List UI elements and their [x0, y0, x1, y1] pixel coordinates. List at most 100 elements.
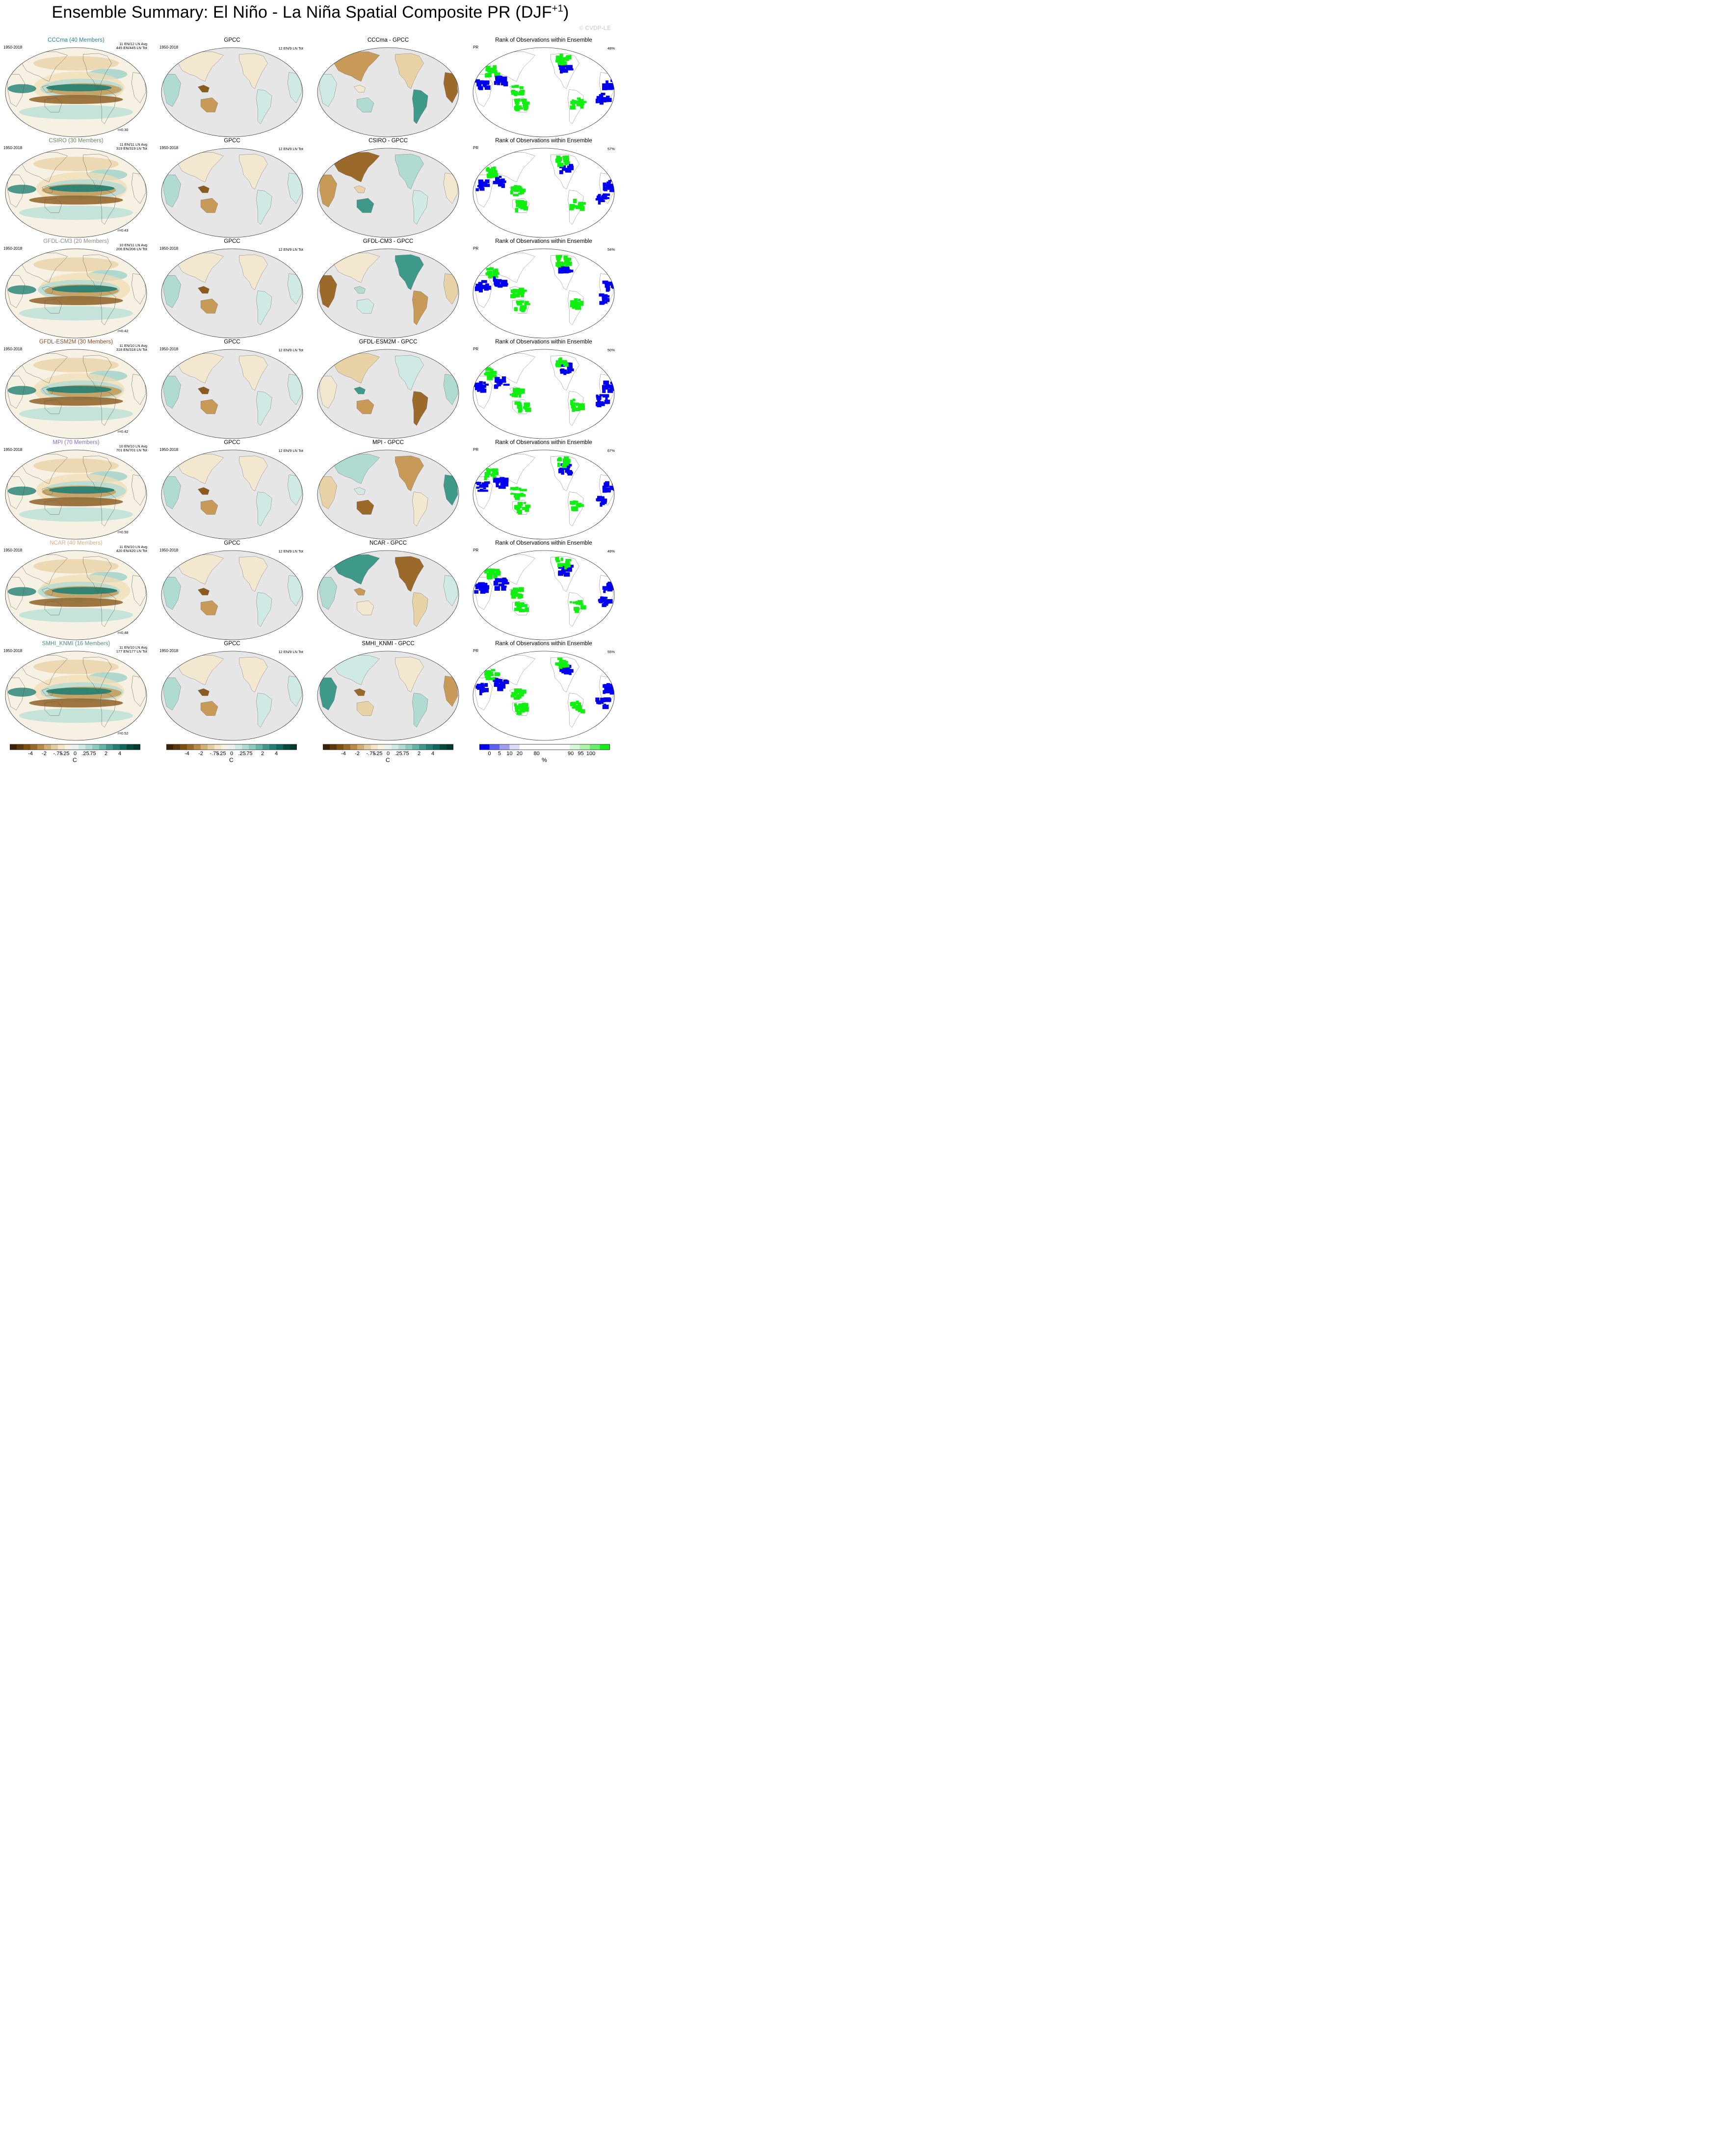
rank-cell	[484, 676, 491, 678]
rank-cell	[605, 80, 608, 85]
rank-cell	[605, 281, 612, 286]
anomaly-patch	[33, 458, 119, 473]
land-asia	[178, 554, 224, 585]
rank-cell	[479, 387, 485, 392]
rank-cell	[484, 472, 489, 477]
pattern-correlation: r=0.52	[118, 731, 129, 736]
rank-cell	[560, 361, 563, 364]
rank-cell	[474, 79, 480, 83]
rank-cell	[598, 199, 601, 205]
rank-cell	[519, 690, 524, 693]
rank-cell	[502, 480, 508, 484]
anomaly-patch	[19, 507, 133, 522]
map-outline	[5, 550, 147, 640]
rank-cell	[503, 384, 510, 386]
rank-cell	[514, 185, 518, 190]
rank-cell	[519, 91, 525, 96]
colorbar-swatch	[51, 744, 58, 750]
colorbar-swatch	[187, 744, 194, 750]
rank-cell	[613, 282, 614, 286]
rank-cell	[562, 360, 567, 364]
rank-cell	[517, 300, 523, 306]
rank-cell	[487, 70, 491, 73]
rank-cell	[605, 298, 610, 302]
rank-cell	[518, 703, 523, 706]
rank-cell	[493, 680, 497, 682]
rank-cell	[496, 381, 500, 384]
land-asia	[334, 554, 380, 585]
rank-cell	[605, 98, 612, 102]
rank-cell	[495, 272, 500, 275]
rank-cell	[493, 479, 499, 483]
colorbar-swatch	[539, 744, 550, 750]
rank-cell	[498, 182, 502, 187]
rank-cell	[563, 68, 568, 73]
land-south-america	[256, 391, 272, 426]
rank-cell	[578, 99, 584, 103]
anomaly-patch	[33, 659, 119, 674]
rank-cell	[515, 106, 520, 111]
land-maritime-continent	[197, 387, 210, 394]
rank-cell	[495, 672, 500, 676]
rank-cell	[563, 666, 570, 669]
colorbar-tick-label: 4	[274, 751, 278, 757]
rank-cell	[572, 205, 577, 208]
rank-cell	[602, 194, 606, 198]
land-africa	[319, 275, 337, 308]
rank-cell	[518, 105, 522, 109]
rank-cell	[525, 407, 531, 412]
rank-cell	[558, 571, 563, 575]
rank-cell	[555, 59, 560, 63]
anomaly-patch	[19, 708, 133, 723]
rank-cell	[475, 685, 479, 689]
rank-cell	[485, 372, 488, 375]
rank-cell	[474, 387, 479, 391]
rank-cell	[564, 157, 567, 160]
rank-cell	[519, 288, 525, 291]
rank-cell	[493, 181, 499, 184]
colorbar-unit: C	[73, 757, 77, 763]
rank-cell	[556, 557, 559, 561]
rank-cell	[607, 389, 613, 393]
ensemble-info: 11 EN/10 LN Avg	[119, 545, 147, 549]
coastline-asia	[22, 453, 68, 484]
colorbar-swatch	[330, 744, 337, 750]
anomaly-patch	[33, 257, 119, 272]
rank-cell	[558, 266, 564, 271]
rank-cell	[515, 705, 520, 709]
colorbar-frame	[166, 744, 297, 750]
rank-cell	[560, 563, 566, 566]
coastline-australia	[44, 399, 62, 414]
land-north-america	[395, 455, 424, 491]
ensemble-info: 701 EN/701 LN Tot	[116, 448, 147, 452]
rank-cell	[516, 185, 521, 189]
rank-cell	[502, 482, 509, 487]
colorbar-swatch	[343, 744, 351, 750]
colorbar-swatch	[194, 744, 201, 750]
colorbar-swatch	[412, 744, 420, 750]
map-outline	[473, 148, 615, 238]
rank-cell	[521, 603, 525, 606]
colorbar-swatch	[433, 744, 440, 750]
rank-cell	[498, 485, 505, 489]
colorbar-tick-label: 0	[230, 751, 234, 757]
colorbar-swatch	[290, 744, 297, 750]
colorbar-swatch	[263, 744, 270, 750]
rank-cell	[510, 186, 515, 191]
rank-cell	[555, 360, 562, 365]
colorbar-swatch	[590, 744, 600, 750]
map-outline	[317, 148, 459, 238]
rank-cell	[562, 568, 567, 572]
colorbar-tick-label: 20	[516, 751, 523, 757]
rank-cell	[606, 95, 610, 100]
colorbar-rank	[479, 744, 610, 750]
rank-cell	[477, 687, 483, 690]
land-australia	[356, 97, 374, 112]
colorbar-swatch	[99, 744, 106, 750]
rank-map	[473, 47, 615, 137]
rank-cell	[479, 489, 483, 491]
coastline-maritime-continent	[41, 588, 53, 596]
rank-cell	[517, 594, 522, 596]
colorbar-frame	[323, 744, 453, 750]
rank-cell	[578, 702, 581, 706]
